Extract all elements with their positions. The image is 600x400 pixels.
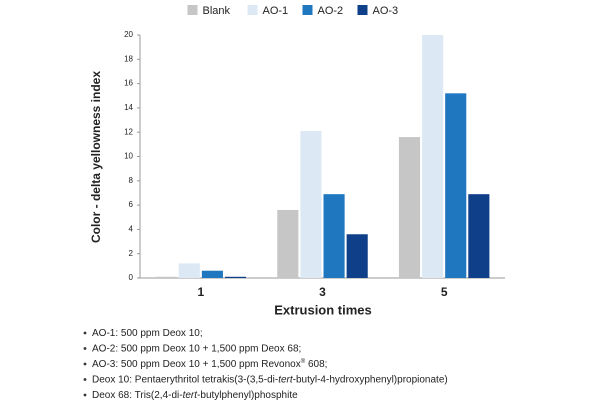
note: AO-2: 500 ppm Deox 10 + 1,500 ppm Deox 6… xyxy=(92,343,301,354)
note: Deox 68: Tris(2,4-di-tert-butylphenyl)ph… xyxy=(92,390,298,400)
x-axis-label: Extrusion times xyxy=(274,302,372,317)
note-part: AO-3: 500 ppm Deox 10 + 1,500 ppm Revono… xyxy=(92,359,301,370)
note-part: AO-2: 500 ppm Deox 10 + 1,500 ppm Deox 6… xyxy=(92,343,301,354)
bar xyxy=(178,263,200,278)
bullet xyxy=(83,347,87,350)
note-part: Deox 68: Tris(2,4-di- xyxy=(92,390,183,400)
bar xyxy=(224,276,247,278)
bar xyxy=(445,93,467,278)
bullet xyxy=(83,378,87,381)
legend-swatch xyxy=(187,5,198,15)
note: AO-3: 500 ppm Deox 10 + 1,500 ppm Revono… xyxy=(92,358,327,370)
note-part: -butyl-4-hydroxyphenyl)propionate) xyxy=(293,374,448,385)
y-tick-label: 18 xyxy=(124,54,133,63)
y-tick-label: 0 xyxy=(129,273,134,282)
bar xyxy=(155,276,177,278)
bar xyxy=(468,194,490,278)
y-tick-label: 14 xyxy=(124,103,133,112)
bullet xyxy=(83,393,87,397)
note-part: tert xyxy=(278,374,294,385)
note: Deox 10: Pentaerythritol tetrakis(3-(3,5… xyxy=(92,374,448,385)
y-tick-label: 2 xyxy=(129,249,134,258)
bar xyxy=(277,209,299,278)
note-part: tert xyxy=(183,390,199,400)
legend-label: AO-2 xyxy=(318,5,344,17)
note-part: ® xyxy=(301,358,306,365)
note-part: 608; xyxy=(305,359,327,370)
y-tick-label: 12 xyxy=(124,127,133,136)
bar xyxy=(300,130,322,278)
y-tick-label: 8 xyxy=(129,176,134,185)
bar xyxy=(346,234,368,278)
legend-label: Blank xyxy=(203,5,231,17)
note-part: Deox 10: Pentaerythritol tetrakis(3-(3,5… xyxy=(92,374,278,385)
bullet xyxy=(83,331,87,335)
x-tick-label: 5 xyxy=(441,285,448,299)
note: AO-1: 500 ppm Deox 10; xyxy=(92,328,203,339)
legend-swatch xyxy=(302,5,313,15)
bar xyxy=(398,137,421,278)
legend-swatch xyxy=(247,5,258,15)
legend-swatch xyxy=(357,5,368,15)
bar xyxy=(201,270,223,278)
note-part: -butylphenyl)phosphite xyxy=(197,390,298,400)
y-tick-label: 10 xyxy=(124,152,133,161)
note-part: AO-1: 500 ppm Deox 10; xyxy=(92,328,203,339)
y-tick-label: 4 xyxy=(129,225,134,234)
legend-label: AO-3 xyxy=(373,5,399,17)
bar xyxy=(323,194,345,278)
y-tick-label: 6 xyxy=(129,200,134,209)
y-axis-label: Color - delta yellowness index xyxy=(89,71,103,243)
bar xyxy=(422,35,444,278)
y-tick-label: 16 xyxy=(124,79,133,88)
x-tick-label: 1 xyxy=(197,285,204,299)
x-tick-label: 3 xyxy=(319,285,326,299)
legend-label: AO-1 xyxy=(263,5,289,17)
y-tick-label: 20 xyxy=(124,30,133,39)
bullet xyxy=(83,362,87,366)
